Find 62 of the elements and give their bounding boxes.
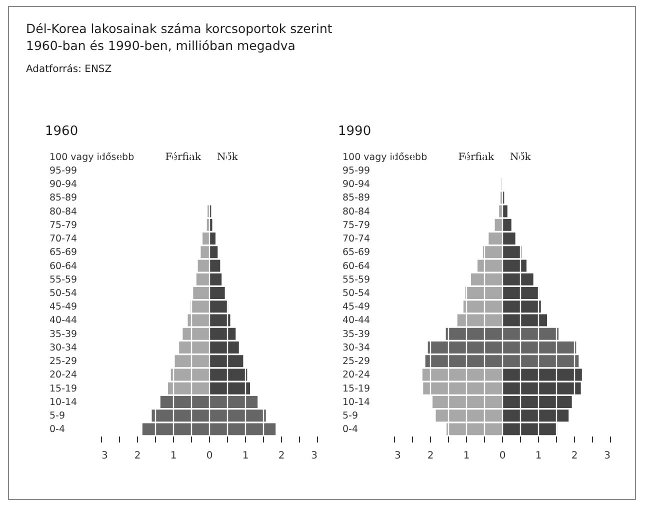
y-tick-label: 0-4 bbox=[50, 424, 66, 436]
y-tick-label: 60-64 bbox=[50, 260, 78, 272]
y-tick-label: 0-4 bbox=[342, 424, 358, 436]
x-tick-label: 1 bbox=[170, 450, 177, 462]
y-tick-label: 55-59 bbox=[50, 274, 78, 286]
x-tick-label: 0 bbox=[206, 450, 213, 462]
y-tick-label: 55-59 bbox=[342, 274, 370, 286]
chart-subtitle: 1990 bbox=[338, 124, 372, 139]
y-tick-label: 85-89 bbox=[50, 192, 78, 204]
y-tick-label: 50-54 bbox=[342, 288, 370, 299]
y-tick-label: 95-99 bbox=[50, 165, 78, 176]
x-tick-label: 1 bbox=[463, 450, 470, 462]
x-tick-label: 1 bbox=[242, 450, 249, 462]
y-tick-label: 90-94 bbox=[342, 179, 370, 190]
y-tick-label: 15-19 bbox=[50, 383, 78, 394]
y-tick-label: 40-44 bbox=[50, 315, 78, 326]
x-tick-label: 2 bbox=[134, 450, 141, 462]
y-tick-label: 10-14 bbox=[50, 396, 78, 408]
text: Férfiak bbox=[165, 152, 202, 163]
y-tick-label: 45-49 bbox=[342, 302, 370, 313]
y-tick-label: 30-34 bbox=[50, 342, 78, 354]
text: Adatforrás: ENSZ bbox=[26, 64, 112, 75]
y-tick-label: 40-44 bbox=[342, 315, 370, 326]
x-tick-label: 2 bbox=[571, 450, 578, 462]
y-tick-label: 95-99 bbox=[342, 165, 370, 176]
y-tick-label: 75-79 bbox=[342, 220, 370, 231]
y-tick-label: 35-39 bbox=[342, 328, 370, 340]
y-tick-label: 20-24 bbox=[50, 370, 78, 381]
x-tick-label: 0 bbox=[499, 450, 506, 462]
y-tick-label: 5-9 bbox=[342, 410, 358, 422]
x-tick-label: 2 bbox=[427, 450, 434, 462]
y-tick-label: 60-64 bbox=[342, 260, 370, 272]
y-tick-label: 85-89 bbox=[342, 192, 370, 204]
y-tick-label: 25-29 bbox=[50, 356, 78, 368]
y-tick-label: 65-69 bbox=[342, 247, 370, 258]
x-tick-label: 3 bbox=[604, 450, 610, 462]
y-tick-label: 5-9 bbox=[50, 410, 66, 422]
chart-subtitle: 1960 bbox=[45, 124, 78, 139]
y-tick-label: 70-74 bbox=[50, 234, 78, 245]
y-tick-label: 15-19 bbox=[342, 383, 370, 394]
y-tick-label: 35-39 bbox=[50, 328, 78, 340]
y-tick-label: 75-79 bbox=[50, 220, 78, 231]
x-tick-label: 3 bbox=[102, 450, 108, 462]
y-tick-label: 45-49 bbox=[50, 302, 78, 313]
y-tick-label: 70-74 bbox=[342, 234, 370, 245]
y-tick-label: 100 vagy idősebb bbox=[342, 152, 428, 163]
y-tick-label: 80-84 bbox=[50, 206, 78, 218]
x-tick-label: 3 bbox=[394, 450, 401, 462]
y-tick-label: 100 vagy idősebb bbox=[50, 152, 134, 163]
y-tick-label: 90-94 bbox=[50, 179, 78, 190]
x-tick-label: 2 bbox=[278, 450, 285, 462]
x-tick-label: 1 bbox=[535, 450, 542, 462]
y-tick-label: 25-29 bbox=[342, 356, 370, 368]
y-tick-label: 10-14 bbox=[342, 396, 370, 408]
y-tick-label: 50-54 bbox=[50, 288, 78, 299]
y-tick-label: 65-69 bbox=[50, 247, 78, 258]
y-tick-label: 80-84 bbox=[342, 206, 370, 218]
x-tick-label: 3 bbox=[311, 450, 318, 462]
y-tick-label: 30-34 bbox=[342, 342, 370, 354]
series-label: Férfiak bbox=[458, 152, 495, 163]
chart-title: Dél-Korea lakosainak száma korcsoportok szerint 1960-ban és 1990-ben, millióban megadva bbox=[26, 20, 334, 54]
y-tick-label: 20-24 bbox=[342, 370, 370, 381]
